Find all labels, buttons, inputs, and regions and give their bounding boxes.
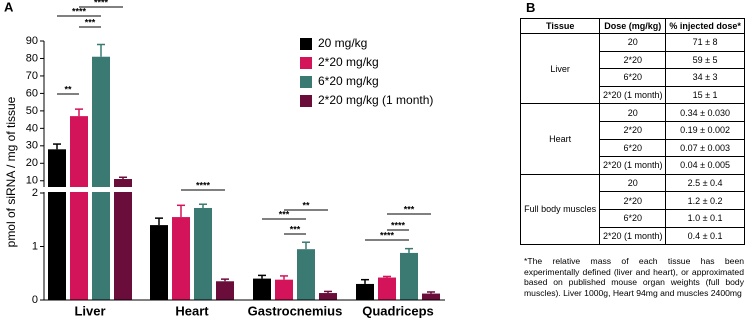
bar xyxy=(172,217,190,300)
bar xyxy=(114,179,132,300)
x-tick-label: Quadriceps xyxy=(362,303,434,318)
bar xyxy=(194,207,212,300)
table-row: Heart 20 0.34 ± 0.030 xyxy=(519,103,745,175)
table-row: Full body muscles 20 2.5 ± 0.4 xyxy=(519,173,745,246)
significance-label: ** xyxy=(302,200,310,210)
footnote: *The relative mass of each tissue has be… xyxy=(524,256,744,298)
table-cell: 15 ± 1 xyxy=(665,85,745,105)
table-header-cell: Dose (mg/kg) xyxy=(599,18,667,34)
bar xyxy=(70,116,88,300)
y-tick-label: 90 xyxy=(26,35,38,47)
table-row: 2*20 59 ± 5 xyxy=(521,50,745,70)
bar xyxy=(356,283,374,300)
significance-label: **** xyxy=(94,0,109,7)
y-tick-label: 80 xyxy=(26,52,38,64)
table-cell: 2*20 xyxy=(599,191,667,210)
table-cell: 0.04 ± 0.005 xyxy=(665,156,745,175)
bar xyxy=(92,56,110,300)
bar xyxy=(253,278,271,300)
x-tick-label: Heart xyxy=(175,303,209,318)
legend-swatch xyxy=(300,76,312,88)
table-cell: 1.2 ± 0.2 xyxy=(665,191,745,210)
significance-label: *** xyxy=(279,209,290,219)
y-tick-label: 60 xyxy=(26,87,38,99)
panel-label: B xyxy=(526,0,536,15)
legend-label: 20 mg/kg xyxy=(318,36,367,50)
table-header-row: Tissue Dose (mg/kg)% injected dose* xyxy=(519,18,745,34)
table-row: 2*20 0.19 ± 0.002 xyxy=(521,120,745,140)
legend-swatch xyxy=(300,38,312,50)
y-tick-label: 10 xyxy=(26,175,38,187)
table-cell: 2*20 xyxy=(599,50,667,70)
panel-label: A xyxy=(4,0,14,14)
table-cell: 6*20 xyxy=(599,208,667,228)
bar xyxy=(297,249,315,300)
bar xyxy=(150,225,168,300)
table-cell: 20 xyxy=(599,103,667,122)
significance-label: **** xyxy=(72,6,87,16)
table-row: 2*20 1.2 ± 0.2 xyxy=(521,191,745,210)
table-cell: 0.07 ± 0.003 xyxy=(665,138,745,158)
table-cell: 6*20 xyxy=(599,68,667,87)
legend-swatch xyxy=(300,57,312,69)
x-tick-label: Liver xyxy=(74,303,105,318)
bar xyxy=(378,277,396,300)
table-cell: 20 xyxy=(599,173,667,193)
legend-label: 6*20 mg/kg xyxy=(318,74,379,88)
bar xyxy=(422,293,440,300)
table-header-cell: % injected dose* xyxy=(665,18,745,34)
table-row: Liver 20 71 ± 8 xyxy=(519,32,745,105)
x-tick-label: Gastrocnemius xyxy=(248,303,343,318)
legend-label: 2*20 mg/kg xyxy=(318,55,379,69)
bar xyxy=(48,149,66,300)
table-cell: 2*20 xyxy=(599,120,667,140)
tissue-cell: Liver xyxy=(519,32,601,105)
significance-label: *** xyxy=(290,224,301,234)
bar xyxy=(275,279,293,300)
y-axis-label: pmol of siRNA / mg of tissue xyxy=(4,96,18,247)
legend-swatch xyxy=(300,95,312,107)
table-cell: 34 ± 3 xyxy=(665,68,745,87)
legend-label: 2*20 mg/kg (1 month) xyxy=(318,93,433,107)
table-row: 6*20 34 ± 3 xyxy=(521,68,745,87)
tissue-cell: Full body muscles xyxy=(519,173,601,246)
y-tick-label: 30 xyxy=(26,140,38,152)
chart: A pmol of siRNA / mg of tissue 0 1 210 20 30… xyxy=(4,0,446,318)
table-cell: 0.34 ± 0.030 xyxy=(665,103,745,122)
y-tick-label: 0 xyxy=(32,294,38,306)
table-cell: 2.5 ± 0.4 xyxy=(665,173,745,193)
y-tick-label: 20 xyxy=(26,157,38,169)
table-cell: 2*20 (1 month) xyxy=(599,156,667,175)
axis-break xyxy=(36,187,446,192)
table-header-cell: Tissue xyxy=(519,18,601,34)
bar xyxy=(216,281,234,300)
table-cell: 0.19 ± 0.002 xyxy=(665,120,745,140)
table-cell: 6*20 xyxy=(599,138,667,158)
y-tick-label: 50 xyxy=(26,105,38,117)
table-cell: 2*20 (1 month) xyxy=(599,226,667,246)
significance-label: *** xyxy=(85,17,96,27)
table-cell: 0.4 ± 0.1 xyxy=(665,226,745,246)
significance-label: *** xyxy=(404,204,415,214)
table-cell: 71 ± 8 xyxy=(665,33,745,52)
table-cell: 2*20 (1 month) xyxy=(599,85,667,105)
y-tick-label: 70 xyxy=(26,70,38,82)
y-tick-label: 2 xyxy=(32,187,38,199)
significance-label: **** xyxy=(380,230,395,240)
significance-label: ** xyxy=(64,84,72,94)
y-tick-label: 40 xyxy=(26,122,38,134)
significance-label: **** xyxy=(391,220,406,230)
table-cell: 1.0 ± 0.1 xyxy=(665,208,745,228)
y-tick-label: 1 xyxy=(32,240,38,252)
tissue-cell: Heart xyxy=(519,103,601,175)
table-cell: 59 ± 5 xyxy=(665,50,745,70)
bar xyxy=(319,293,337,300)
table-cell: 20 xyxy=(599,33,667,52)
significance-label: **** xyxy=(196,180,211,190)
table-row: 2*20 (1 month) 0.4 ± 0.1 xyxy=(521,226,745,246)
dose-table: Tissue Dose (mg/kg)% injected dose* Liver 2… xyxy=(519,18,745,246)
bar xyxy=(400,252,418,300)
